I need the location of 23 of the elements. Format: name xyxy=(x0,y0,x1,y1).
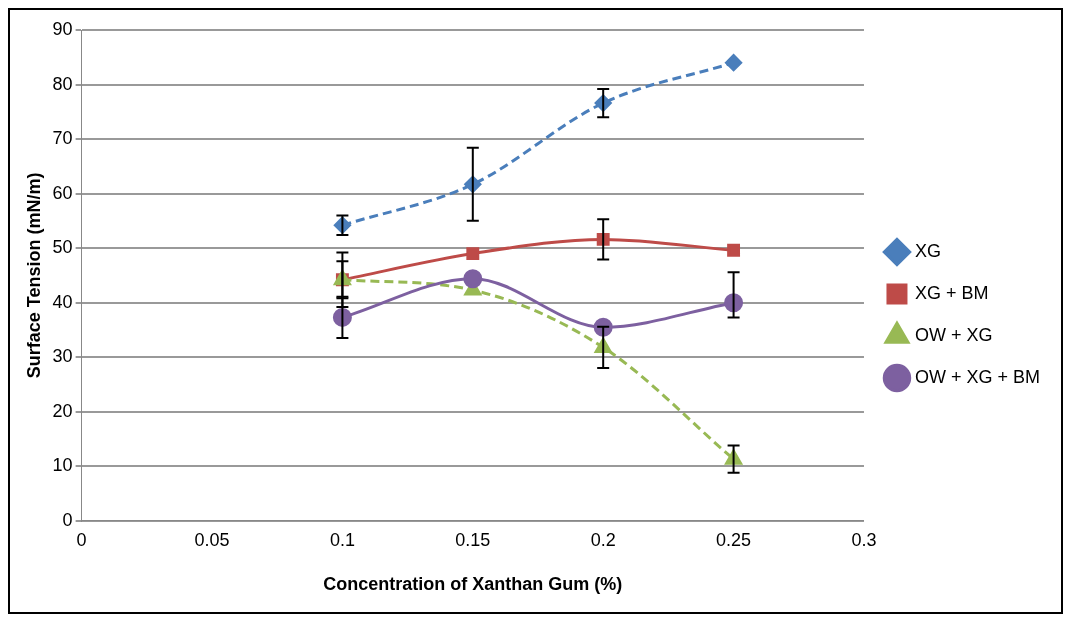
y-tick-label: 30 xyxy=(52,346,73,367)
y-tick-label: 40 xyxy=(52,291,73,312)
legend-label: OW + XG + BM xyxy=(914,366,1041,387)
y-tick-label: 90 xyxy=(52,18,73,39)
y-tick-label: 20 xyxy=(52,400,73,421)
x-tick-label: 0.25 xyxy=(716,529,752,550)
x-tick-label: 0 xyxy=(76,529,87,550)
legend-label: OW + XG xyxy=(914,324,993,345)
y-tick-label: 60 xyxy=(52,182,73,203)
y-tick-label: 70 xyxy=(52,128,73,149)
x-tick-label: 0.1 xyxy=(329,529,355,550)
legend-label: XG + BM xyxy=(914,282,989,303)
legend-label: XG xyxy=(914,240,941,261)
y-tick-label: 80 xyxy=(52,73,73,94)
x-tick-label: 0.05 xyxy=(194,529,230,550)
x-tick-label: 0.2 xyxy=(590,529,616,550)
y-tick-label: 10 xyxy=(52,455,73,476)
x-tick-label: 0.3 xyxy=(851,529,877,550)
y-tick-label: 50 xyxy=(52,237,73,258)
x-axis-title: Concentration of Xanthan Gum (%) xyxy=(323,574,623,595)
y-tick-label: 0 xyxy=(62,509,73,530)
y-axis-title: Surface Tension (mN/m) xyxy=(23,172,44,379)
x-tick-label: 0.15 xyxy=(455,529,491,550)
